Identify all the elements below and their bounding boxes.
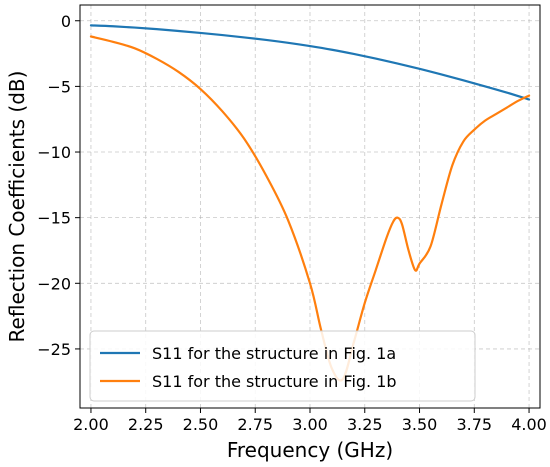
x-tick-label: 4.00 [511,415,547,434]
y-tick-label: −10 [37,143,71,162]
x-tick-label: 2.00 [73,415,109,434]
x-tick-label: 3.75 [456,415,492,434]
legend: S11 for the structure in Fig. 1a S11 for… [89,330,476,402]
x-axis-label: Frequency (GHz) [227,438,393,462]
legend-label-series-1: S11 for the structure in Fig. 1a [152,344,396,363]
y-axis-ticks: 0 −5 −10 −15 −20 −25 [37,12,80,359]
x-tick-label: 2.50 [183,415,219,434]
y-tick-label: −5 [47,77,71,96]
x-tick-label: 2.25 [128,415,164,434]
y-tick-label: −20 [37,274,71,293]
x-axis-ticks: 2.00 2.25 2.50 2.75 3.00 3.25 3.50 3.75 4.00 [73,408,547,434]
x-tick-label: 3.50 [402,415,438,434]
x-tick-label: 2.75 [237,415,273,434]
legend-label-series-2: S11 for the structure in Fig. 1b [152,372,397,391]
y-tick-label: 0 [61,12,71,31]
y-tick-label: −25 [37,340,71,359]
legend-box [89,330,476,402]
x-tick-label: 3.25 [347,415,383,434]
series-line-1 [89,24,531,101]
series-line-2 [89,35,531,382]
y-axis-label: Reflection Coefficients (dB) [5,71,29,343]
series-lines [89,24,531,382]
x-tick-label: 3.00 [292,415,328,434]
y-tick-label: −15 [37,209,71,228]
